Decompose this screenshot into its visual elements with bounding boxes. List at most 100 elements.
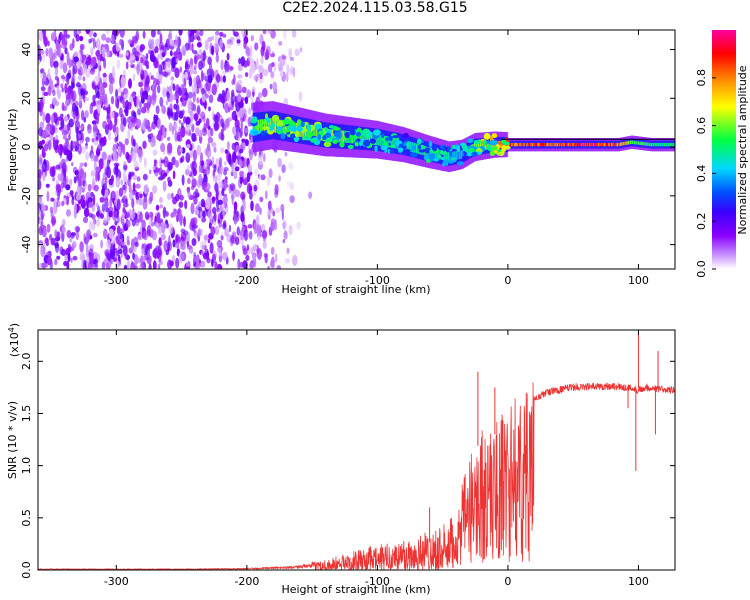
spectrogram-noise-cell <box>207 36 213 43</box>
spectrogram-noise-cell <box>153 159 157 164</box>
spectrogram-noise-cell <box>75 230 80 241</box>
spectrogram-noise-cell <box>119 30 125 38</box>
spectrogram-noise-cell <box>150 30 156 38</box>
spectrogram-noise-cell <box>135 254 139 265</box>
spectrogram-noise-cell <box>276 265 282 269</box>
spectrogram-noise-cell <box>184 71 189 80</box>
spectrogram-noise-cell <box>250 35 254 42</box>
spectrogram-noise-cell <box>93 139 99 146</box>
spectrogram-noise-cell <box>119 231 123 240</box>
spectrogram-noise-cell <box>117 145 121 155</box>
spectrogram-noise-cell <box>63 168 66 176</box>
spectrogram-noise-cell <box>55 139 60 144</box>
spectrogram-ridge-blob <box>332 139 338 145</box>
spectrogram-noise-cell <box>168 69 172 74</box>
spectrogram-noise-cell <box>89 103 94 115</box>
spectrogram-noise-cell <box>84 97 89 102</box>
spectrogram-noise-cell <box>66 209 71 217</box>
spectrogram-noise-cell <box>139 47 144 53</box>
spectrogram-noise-cell <box>220 59 224 71</box>
spectrogram-noise-cell <box>158 129 161 140</box>
spectrogram-noise-cell <box>101 151 107 161</box>
spectrogram-noise-cell <box>238 148 244 154</box>
spectrogram-noise-cell <box>193 255 197 262</box>
spectrogram-noise-cell <box>120 75 126 88</box>
spectrogram-noise-cell <box>268 168 273 179</box>
spectrogram-noise-cell <box>106 113 110 119</box>
spectrogram-noise-cell <box>204 248 209 254</box>
spectrogram-noise-cell <box>152 185 158 194</box>
spectrogram-x-tick-label: 100 <box>628 274 649 287</box>
spectrogram-noise-cell <box>260 55 264 65</box>
spectrogram-noise-cell <box>113 162 120 167</box>
spectrogram-ridge-blob <box>502 141 510 146</box>
spectrogram-noise-cell <box>70 232 75 239</box>
snr-line <box>38 382 675 570</box>
spectrogram-noise-cell <box>102 136 107 146</box>
spectrogram-noise-cell <box>42 160 48 173</box>
spectrogram-noise-cell <box>199 211 203 219</box>
spectrogram-noise-cell <box>155 105 160 115</box>
spectrogram-ridge-blob <box>254 125 259 129</box>
spectrogram-ridge-blob <box>496 151 501 156</box>
spectrogram-noise-cell <box>160 159 166 164</box>
spectrogram-noise-cell <box>56 255 61 260</box>
spectrogram-noise-cell <box>178 212 184 223</box>
spectrogram-noise-cell <box>210 226 216 236</box>
spectrogram-noise-cell <box>294 48 300 57</box>
spectrogram-noise-cell <box>72 102 77 114</box>
spectrogram-noise-cell <box>62 62 68 74</box>
spectrogram-noise-cell <box>125 61 129 70</box>
spectrogram-noise-cell <box>132 182 136 192</box>
spectrogram-noise-cell <box>205 166 211 175</box>
spectrogram-noise-cell <box>54 232 58 237</box>
snr-x-tick-label: 100 <box>628 575 649 588</box>
spectrogram-noise-cell <box>107 261 112 269</box>
spectrogram-noise-cell <box>79 35 84 42</box>
spectrogram-noise-cell <box>201 217 207 223</box>
spectrogram-noise-cell <box>66 51 70 63</box>
spectrogram-noise-cell <box>261 230 268 239</box>
spectrogram-noise-cell <box>200 240 206 250</box>
spectrogram-noise-cell <box>198 118 202 124</box>
spectrogram-noise-cell <box>80 124 84 130</box>
spectrogram-noise-cell <box>92 232 98 238</box>
spectrogram-noise-cell <box>222 223 227 230</box>
spectrogram-noise-cell <box>205 147 212 159</box>
spectrogram-ridge-blob <box>380 145 388 151</box>
spectrogram-noise-cell <box>204 94 209 99</box>
spectrogram-noise-cell <box>251 253 256 260</box>
spectrogram-noise-cell <box>102 183 107 191</box>
spectrogram-noise-cell <box>123 202 129 208</box>
spectrogram-noise-cell <box>189 64 194 75</box>
spectrogram-noise-cell <box>191 185 195 190</box>
snr-y-tick-label: 2.0 <box>20 353 33 371</box>
spectrogram-noise-cell <box>192 50 198 54</box>
spectrogram-noise-cell <box>208 209 212 221</box>
colorbar-label: Normalized spectral amplitude <box>736 65 749 234</box>
spectrogram-noise-cell <box>163 156 169 168</box>
spectrogram-noise-cell <box>270 71 275 79</box>
spectrogram-noise-cell <box>216 73 221 83</box>
spectrogram-noise-cell <box>256 248 262 260</box>
spectrogram-noise-cell <box>266 175 271 186</box>
spectrogram-noise-cell <box>169 50 173 57</box>
spectrogram-noise-cell <box>38 168 42 181</box>
spectrogram-noise-cell <box>83 90 89 96</box>
spectrogram-noise-cell <box>161 71 168 77</box>
spectrogram-ridge-blob <box>463 148 468 152</box>
spectrogram-ridge-blob <box>448 159 454 164</box>
spectrogram-noise-cell <box>237 258 241 269</box>
spectrogram-noise-cell <box>226 141 230 151</box>
spectrogram-noise-cell <box>220 214 224 220</box>
spectrogram-noise-cell <box>83 64 88 73</box>
spectrogram-noise-cell <box>61 87 64 93</box>
spectrogram-noise-cell <box>222 251 228 261</box>
spectrogram-noise-cell <box>167 161 173 171</box>
spectrogram-ridge-blob <box>423 155 430 161</box>
spectrogram-noise-cell <box>187 177 191 185</box>
spectrogram-noise-cell <box>141 247 145 257</box>
snr-series <box>38 332 675 570</box>
spectrogram-noise-cell <box>41 139 45 145</box>
spectrogram-noise-cell <box>82 216 89 223</box>
